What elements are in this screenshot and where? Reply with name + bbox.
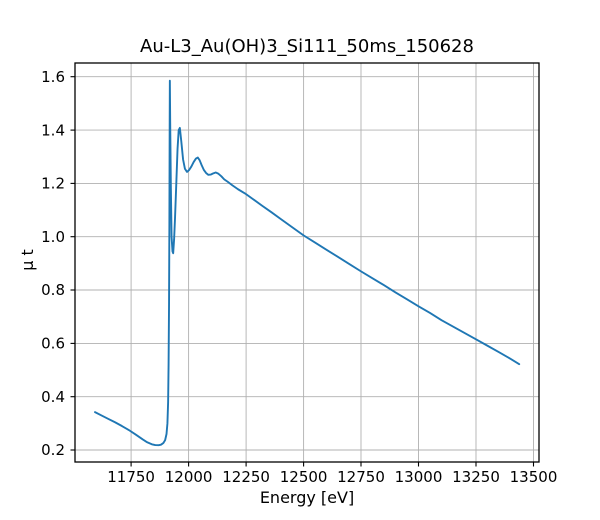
spectrum-line	[94, 79, 521, 447]
y-tick-label: 0.8	[41, 281, 65, 299]
plot-border	[74, 62, 540, 463]
chart-title: Au-L3_Au(OH)3_Si111_50ms_150628	[140, 36, 474, 57]
y-tick-label: 0.6	[41, 335, 65, 353]
x-tick-label: 13500	[510, 468, 558, 486]
y-tick-labels: 0.2 0.4 0.6 0.8 1.0 1.2 1.4 1.6	[41, 68, 65, 459]
axis-tick-marks	[70, 76, 535, 467]
y-tick-label: 1.4	[41, 121, 65, 139]
x-axis-label: Energy [eV]	[260, 488, 354, 507]
x-tick-label: 13250	[452, 468, 500, 486]
x-tick-label: 12500	[280, 468, 328, 486]
y-tick-label: 0.4	[41, 388, 65, 406]
y-axis-label: μ t	[18, 249, 37, 271]
y-tick-label: 1.6	[41, 68, 65, 86]
y-tick-label: 1.0	[41, 228, 65, 246]
x-tick-label: 12250	[222, 468, 270, 486]
x-tick-label: 12750	[337, 468, 385, 486]
x-tick-label: 13000	[395, 468, 443, 486]
x-tick-label: 12000	[165, 468, 213, 486]
x-tick-labels: 11750 12000 12250 12500 12750 13000 13250 13500	[107, 468, 557, 486]
y-tick-label: 1.2	[41, 175, 65, 193]
x-tick-label: 11750	[107, 468, 155, 486]
plot-area-background	[75, 63, 539, 462]
y-tick-label: 0.2	[41, 441, 65, 459]
